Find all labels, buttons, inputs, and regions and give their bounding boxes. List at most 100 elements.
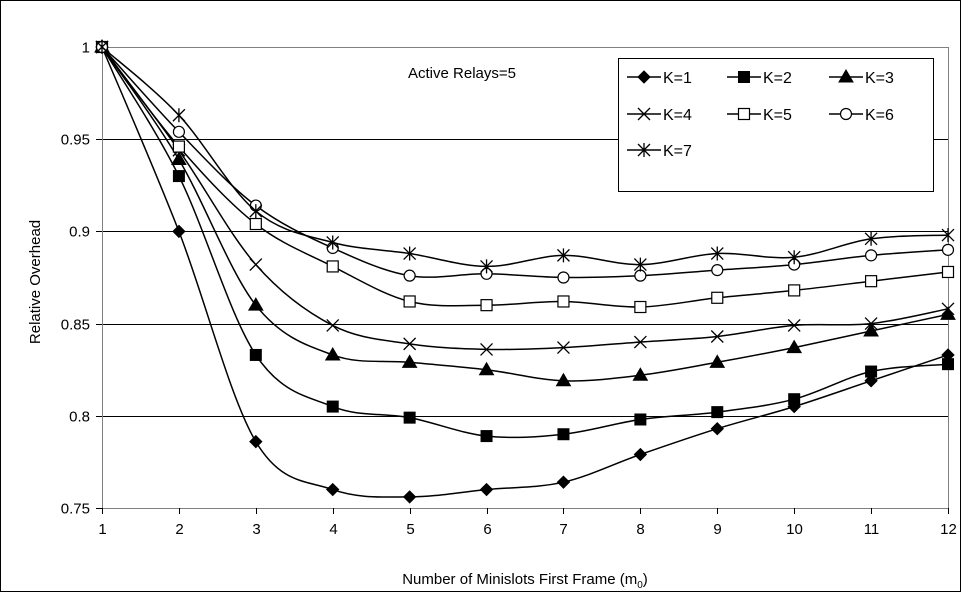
legend-marker-k2 xyxy=(738,71,750,83)
x-tick-label: 7 xyxy=(559,521,567,538)
data-point-k5 xyxy=(326,260,339,273)
legend-marker-k3 xyxy=(838,69,854,83)
data-point-k7 xyxy=(864,231,878,246)
data-point-k3 xyxy=(478,361,495,376)
legend-label-k2: K=2 xyxy=(763,70,792,87)
x-tick-label: 5 xyxy=(406,521,414,538)
data-point-k2 xyxy=(711,406,724,419)
x-tick-label: 1 xyxy=(98,521,106,538)
data-point-k1 xyxy=(326,482,340,497)
series-k7 xyxy=(95,40,955,274)
data-point-k6 xyxy=(403,269,416,282)
data-point-k2 xyxy=(865,365,878,378)
y-axis-label: Relative Overhead xyxy=(27,220,44,344)
data-point-k5 xyxy=(634,300,647,314)
legend-item-k5: K=5 xyxy=(727,107,792,124)
x-tick-label: 12 xyxy=(940,521,957,538)
data-point-k5 xyxy=(480,299,493,312)
data-point-k1 xyxy=(172,224,186,239)
legend-item-k7: K=7 xyxy=(627,143,692,160)
data-point-k1 xyxy=(633,447,648,462)
y-tick-label: 0.9 xyxy=(69,224,90,241)
data-point-k1 xyxy=(556,475,571,489)
x-tick-label: 6 xyxy=(483,521,491,538)
data-point-k7 xyxy=(403,246,417,261)
data-point-k6 xyxy=(864,249,878,262)
series-k3 xyxy=(94,39,956,387)
data-point-k5 xyxy=(403,295,416,308)
legend-label-k7: K=7 xyxy=(663,143,692,160)
x-tick-label: 8 xyxy=(636,521,644,538)
data-point-k2 xyxy=(942,358,954,371)
y-tick-label: 0.75 xyxy=(61,501,90,518)
series-k4 xyxy=(95,40,955,356)
data-point-k1 xyxy=(249,434,263,449)
x-tick-label: 2 xyxy=(175,521,183,538)
x-tick-label: 10 xyxy=(786,521,803,538)
legend-item-k1: K=1 xyxy=(627,70,692,87)
x-tick-label: 4 xyxy=(329,521,337,538)
x-tick-label: 3 xyxy=(252,521,260,538)
data-point-k3 xyxy=(247,297,264,311)
legend-marker-k6 xyxy=(839,107,853,121)
data-point-k4 xyxy=(403,337,417,351)
legend-label-k1: K=1 xyxy=(663,70,692,87)
data-point-k2 xyxy=(557,428,570,441)
data-point-k5 xyxy=(941,265,955,279)
x-axis-label: Number of Minislots First Frame (m0) xyxy=(402,571,648,591)
y-tick-label: 1 xyxy=(82,40,90,57)
legend-label-k6: K=6 xyxy=(865,107,894,124)
data-point-k6 xyxy=(711,264,724,277)
data-point-k4 xyxy=(941,302,955,316)
data-point-k4 xyxy=(710,330,724,343)
x-tick-label: 9 xyxy=(713,521,721,538)
data-point-k7 xyxy=(633,257,647,272)
data-point-k1 xyxy=(479,482,494,497)
data-point-k3 xyxy=(786,339,803,354)
x-axis-label-main: Number of Minislots First Frame (m xyxy=(402,571,637,588)
data-point-k1 xyxy=(402,490,417,504)
y-tick-label: 0.85 xyxy=(61,317,90,334)
data-point-k7 xyxy=(941,228,955,243)
legend-label-k4: K=4 xyxy=(663,107,692,124)
x-axis-label-subscript: 0 xyxy=(637,580,643,591)
data-point-k4 xyxy=(249,258,263,272)
data-point-k3 xyxy=(709,354,726,368)
data-point-k7 xyxy=(710,246,724,261)
data-point-k2 xyxy=(326,400,339,413)
chart-annotation: Active Relays=5 xyxy=(408,65,516,82)
data-point-k5 xyxy=(249,217,262,231)
data-point-k4 xyxy=(556,341,570,355)
legend-marker-k4 xyxy=(637,107,651,121)
data-point-k5 xyxy=(711,291,724,304)
data-point-k3 xyxy=(632,367,649,381)
data-point-k4 xyxy=(864,317,878,331)
x-tick-label: 11 xyxy=(864,521,880,538)
data-point-k4 xyxy=(326,318,340,332)
data-point-k4 xyxy=(633,335,647,349)
data-point-k4 xyxy=(787,318,801,332)
legend-marker-k5 xyxy=(737,107,751,121)
data-point-k7 xyxy=(480,259,494,274)
legend-item-k4: K=4 xyxy=(627,107,692,124)
data-point-k2 xyxy=(480,430,493,443)
data-point-k2 xyxy=(788,393,801,406)
data-point-k7 xyxy=(326,235,340,250)
data-point-k5 xyxy=(557,295,570,308)
data-point-k6 xyxy=(941,243,955,256)
legend-item-k6: K=6 xyxy=(829,107,894,124)
data-point-k5 xyxy=(788,284,801,297)
data-point-k5 xyxy=(172,140,186,153)
data-point-k5 xyxy=(864,275,878,288)
data-point-k2 xyxy=(634,413,647,426)
data-point-k3 xyxy=(171,151,187,165)
data-point-k3 xyxy=(863,322,879,337)
data-point-k6 xyxy=(172,125,186,138)
legend-label-k3: K=3 xyxy=(865,70,894,87)
data-point-k1 xyxy=(710,422,724,436)
series-k2 xyxy=(96,41,954,443)
data-point-k2 xyxy=(172,170,185,183)
legend-marker-k7 xyxy=(637,143,651,157)
